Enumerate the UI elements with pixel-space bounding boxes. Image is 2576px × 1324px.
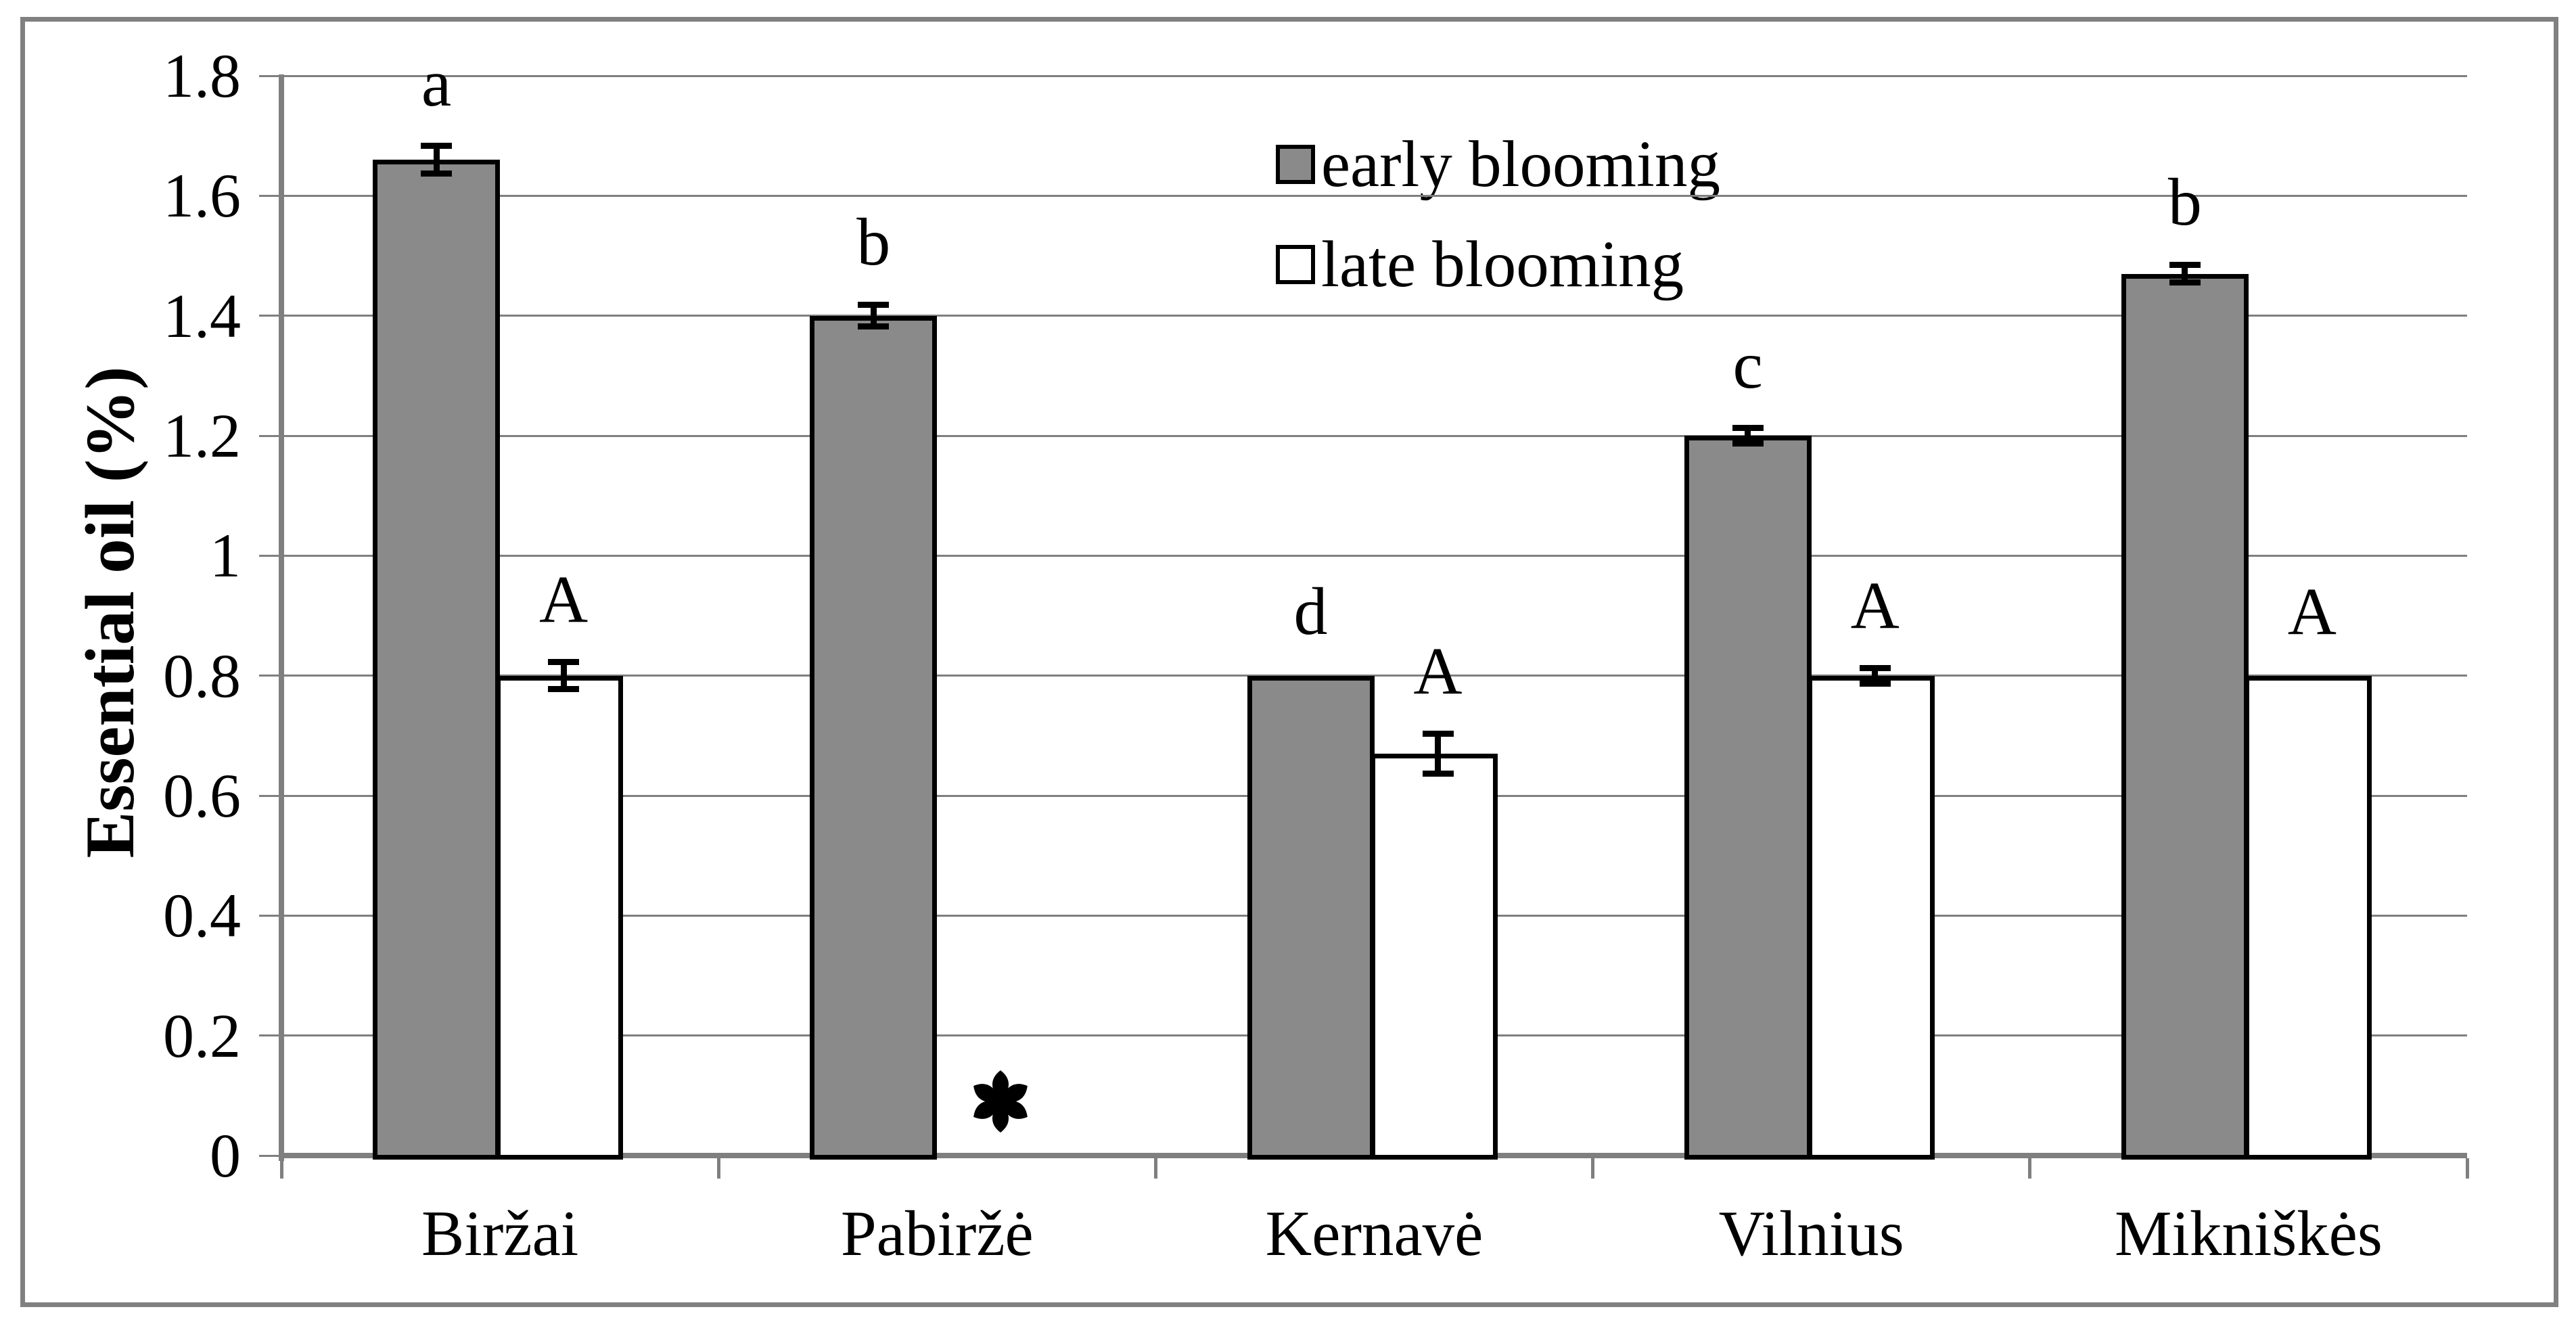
outer-border [20,17,2558,1307]
y-tick [259,434,281,437]
error-bar-line [560,663,567,688]
y-tick-label: 1 [210,521,241,591]
error-bar-cap-top [2169,261,2201,268]
error-bar-cap-bottom [1859,680,1891,687]
error-bar-cap-top [1859,664,1891,671]
error-bar-line [433,147,440,172]
sig-label-pabirze-earlyblooming: b [856,204,891,280]
y-tick-label: 0.8 [163,641,241,710]
y-tick-label: 0.6 [163,761,241,830]
x-tick [2465,1158,2469,1179]
bar-lateblooming-vilnius [1807,675,1935,1160]
error-bar-line [870,306,877,325]
y-tick-label: 1.4 [163,281,241,350]
x-category-label-vilnius: Vilnius [1718,1197,1904,1269]
gridline [281,194,2467,197]
missing-bar-asterisk-icon [963,1064,1038,1139]
x-category-label-pabirze: Pabiržė [840,1197,1034,1269]
bar-earlyblooming-mikniskes [2121,273,2249,1160]
error-bar-cap-bottom [858,323,890,329]
y-tick [259,1154,281,1157]
sig-label-mikniskes-earlyblooming: b [2167,164,2202,239]
bar-lateblooming-kernave [1370,753,1498,1160]
error-bar-cap-bottom [421,170,453,177]
error-bar-cap-bottom [1422,770,1454,777]
error-bar-cap-top [548,658,580,665]
x-category-label-birzai: Biržai [421,1197,579,1269]
error-bar-line [1872,669,1879,682]
y-tick-label: 1.6 [163,161,241,231]
bar-earlyblooming-birzai [373,160,501,1160]
sig-label-kernave-lateblooming: A [1413,633,1463,709]
sig-label-birzai-earlyblooming: a [421,45,452,121]
x-tick [1153,1158,1157,1179]
gridline [281,434,2467,437]
x-tick [1591,1158,1595,1179]
legend-label-early-blooming: early blooming [1321,128,1720,200]
gridline [281,315,2467,317]
error-bar-line [2182,266,2188,281]
bar-earlyblooming-kernave [1247,675,1375,1160]
sig-label-vilnius-earlyblooming: c [1732,327,1763,403]
y-tick-label: 0.4 [163,881,241,951]
error-bar-cap-top [1732,425,1764,432]
error-bar-line [1435,735,1441,772]
y-tick [259,794,281,797]
gridline [281,554,2467,557]
legend-swatch-early-blooming-icon [1276,144,1315,184]
y-tick-label: 1.8 [163,41,241,110]
y-tick [259,74,281,77]
x-tick [716,1158,720,1179]
bar-lateblooming-mikniskes [2244,675,2372,1160]
y-tick [259,1034,281,1037]
error-bar-cap-bottom [1732,440,1764,447]
error-bar-cap-bottom [2169,279,2201,286]
sig-label-vilnius-lateblooming: A [1850,567,1900,643]
x-tick [279,1158,283,1179]
legend-label-late-blooming: late blooming [1321,228,1684,300]
y-tick [259,194,281,197]
sig-label-kernave-earlyblooming: d [1293,573,1328,649]
y-tick [259,315,281,317]
error-bar-cap-top [1422,731,1454,737]
x-category-label-mikniskes: Mikniškės [2114,1197,2383,1269]
y-axis-line [279,74,284,1161]
x-category-label-kernave: Kernavė [1265,1197,1484,1269]
y-tick [259,914,281,917]
error-bar-cap-top [421,143,453,150]
legend-item-early-blooming: early blooming [1276,128,1720,200]
y-tick [259,675,281,677]
bar-lateblooming-birzai [496,675,624,1160]
y-tick [259,554,281,557]
gridline [281,675,2467,677]
legend-swatch-late-blooming-icon [1276,244,1315,284]
y-tick-label: 0 [210,1121,241,1190]
bar-earlyblooming-pabirze [810,315,938,1160]
y-tick-label: 0.2 [163,1001,241,1070]
sig-label-mikniskes-lateblooming: A [2287,573,2337,649]
error-bar-line [1745,430,1751,442]
bar-earlyblooming-vilnius [1684,436,1812,1160]
error-bar-cap-bottom [548,686,580,693]
legend-item-late-blooming: late blooming [1276,228,1684,300]
error-bar-cap-top [858,302,890,309]
sig-label-birzai-lateblooming: A [538,561,589,637]
y-tick-label: 1.2 [163,401,241,470]
x-tick [2028,1158,2032,1179]
gridline [281,74,2467,77]
